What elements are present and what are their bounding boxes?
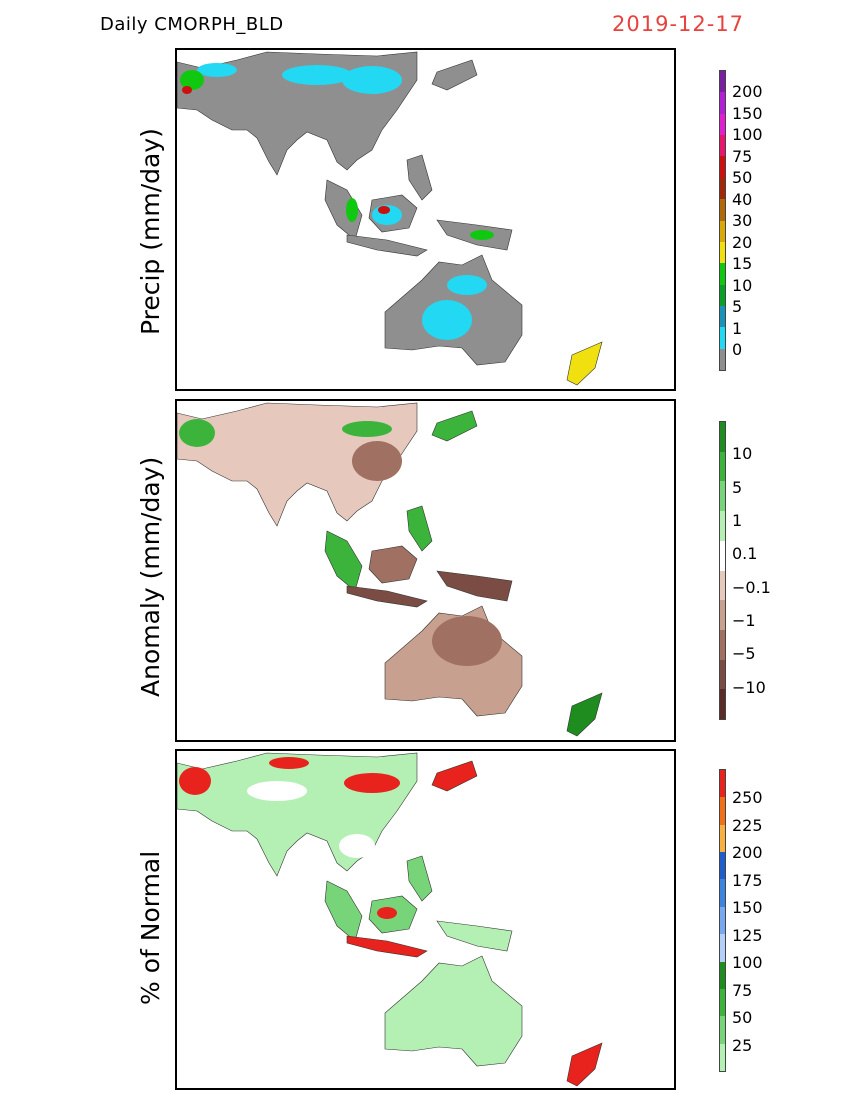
percent-normal-tick-label: 50 [732,1008,753,1027]
anomaly-colorbar [719,421,726,720]
percent-normal-tick-label: 75 [732,981,753,1000]
colorbar-segment [720,327,725,349]
colorbar-segment [720,156,725,178]
precip-tick-label: 15 [732,254,753,273]
precip-map-panel [175,48,676,391]
colorbar-segment [720,113,725,136]
colorbar-segment [720,934,725,962]
colorbar-segment [720,988,725,1017]
anomaly-ylabel: Anomaly (mm/day) [136,456,165,697]
colorbar-segment [720,481,725,512]
anomaly-tick-label: −5 [732,644,756,663]
precip-colorbar [719,70,726,371]
percent-normal-tick-label: 125 [732,926,763,945]
colorbar-segment [720,961,725,989]
anomaly-tick-label: 0.1 [732,544,758,563]
anomaly-tick-label: −10 [732,678,766,697]
percent-normal-tick-label: 100 [732,953,763,972]
anomaly-tick-label: −1 [732,611,756,630]
anomaly-tick-label: 10 [732,444,753,463]
precip-tick-label: 40 [732,190,753,209]
colorbar-segment [720,540,725,571]
percent-normal-tick-label: 150 [732,898,763,917]
colorbar-segment [720,797,725,825]
percent-normal-tick-label: 250 [732,788,763,807]
precip-tick-label: 75 [732,147,753,166]
percent-normal-tick-label: 225 [732,816,763,835]
precip-tick-label: 0 [732,340,743,359]
colorbar-segment [720,629,725,660]
anomaly-tick-label: 1 [732,511,743,530]
colorbar-segment [720,422,725,452]
colorbar-segment [720,135,725,157]
percent-normal-map-panel [175,749,676,1090]
anomaly-tick-label: 5 [732,478,743,497]
percent-normal-tick-label: 175 [732,871,763,890]
colorbar-segment [720,1016,725,1044]
colorbar-segment [720,824,725,853]
precip-ylabel: Precip (mm/day) [136,128,165,335]
precip-tick-label: 150 [732,104,763,123]
anomaly-map-panel [175,399,676,742]
precip-tick-label: 1 [732,319,743,338]
colorbar-segment [720,177,725,200]
colorbar-segment [720,852,725,880]
colorbar-segment [720,284,725,306]
date-label: 2019-12-17 [612,12,745,36]
percent-normal-map [177,752,603,1087]
colorbar-segment [720,689,725,720]
precip-tick-label: 100 [732,125,763,144]
percent-normal-tick-label: 200 [732,843,763,862]
colorbar-segment [720,570,725,601]
colorbar-segment [720,348,725,371]
colorbar-segment [720,770,725,798]
percent-ylabel: % of Normal [136,850,165,1005]
anomaly-map [177,402,603,737]
precip-tick-label: 30 [732,211,753,230]
colorbar-segment [720,1043,725,1071]
colorbar-segment [720,659,725,690]
precip-tick-label: 200 [732,82,763,101]
precip-tick-label: 5 [732,297,743,316]
colorbar-segment [720,906,725,935]
colorbar-segment [720,92,725,114]
colorbar-segment [720,451,725,482]
colorbar-segment [720,241,725,264]
colorbar-segment [720,263,725,285]
product-title: Daily CMORPH_BLD [100,14,284,35]
colorbar-segment [720,600,725,630]
colorbar-segment [720,71,725,93]
colorbar-segment [720,199,725,221]
colorbar-segment [720,511,725,541]
anomaly-tick-label: −0.1 [732,578,771,597]
precip-tick-label: 20 [732,233,753,252]
colorbar-segment [720,220,725,242]
precip-tick-label: 50 [732,168,753,187]
colorbar-segment [720,879,725,907]
percent-normal-colorbar [719,769,726,1072]
colorbar-segment [720,305,725,328]
precip-map [177,51,603,386]
percent-normal-tick-label: 25 [732,1036,753,1055]
precip-tick-label: 10 [732,276,753,295]
